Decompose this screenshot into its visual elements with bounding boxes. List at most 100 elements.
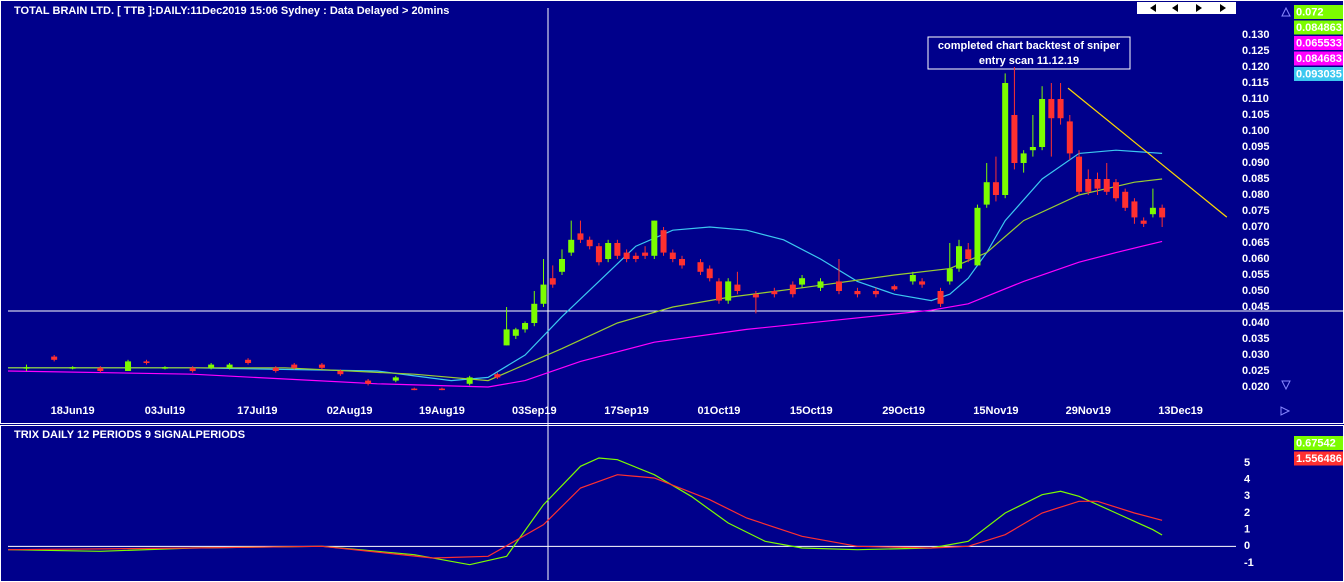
nav-buttons[interactable]: [1137, 2, 1236, 14]
y-tick-label: 0.060: [1242, 253, 1270, 265]
candle-body: [438, 388, 445, 391]
y-tick-label: 0.120: [1242, 61, 1270, 73]
y-tick-label: 0.070: [1242, 221, 1270, 233]
value-marker: 1.556486: [1296, 453, 1342, 465]
annotation: entry scan 11.12.19: [979, 55, 1079, 67]
x-tick-label: 17Jul19: [237, 405, 277, 417]
candle-body: [660, 230, 667, 253]
nav-first[interactable]: [1150, 4, 1156, 12]
candle-body: [1002, 83, 1009, 196]
annotation: completed chart backtest of sniper: [938, 40, 1121, 52]
x-tick-label: 03Jul19: [145, 405, 185, 417]
candle-body: [51, 356, 58, 360]
candle-body: [69, 367, 76, 369]
nav-prev[interactable]: [1172, 4, 1178, 12]
candle-body: [614, 242, 621, 256]
candle-body: [725, 281, 732, 301]
candle-body: [522, 322, 529, 330]
x-tick-label: 15Nov19: [973, 405, 1018, 417]
candle-body: [1085, 179, 1092, 192]
y-tick-label: 0.045: [1242, 301, 1270, 313]
y-tick-label: 0.080: [1242, 189, 1270, 201]
x-tick-label: 29Oct19: [882, 405, 925, 417]
y-tick-label: 5: [1244, 457, 1250, 469]
y-tick-label: 0.090: [1242, 157, 1270, 169]
candle-body: [494, 374, 501, 378]
y-tick-label: 0.115: [1242, 77, 1269, 89]
candle-body: [1159, 207, 1166, 218]
y-tick-label: 3: [1244, 490, 1250, 502]
trix-panel: [0, 425, 1344, 582]
line-series: [1067, 87, 1228, 218]
value-marker-bg: [1294, 51, 1343, 66]
candle-body: [143, 361, 150, 363]
y-tick-label: 0.095: [1242, 141, 1270, 153]
y-tick-label: 4: [1244, 474, 1251, 486]
candle-body: [623, 252, 630, 259]
y-tick-label: 0.130: [1242, 29, 1270, 41]
candle-body: [974, 207, 981, 266]
x-tick-label: 01Oct19: [698, 405, 741, 417]
x-tick-label: 13Dec19: [1158, 405, 1203, 417]
candle-body: [1048, 99, 1055, 119]
y-tick-label: 1: [1244, 524, 1250, 536]
value-marker: 0.084863: [1296, 22, 1342, 34]
nav-last[interactable]: [1220, 4, 1226, 12]
scroll-down[interactable]: [1281, 380, 1291, 391]
value-marker: 0.093035: [1296, 68, 1342, 80]
candle-body: [697, 262, 704, 272]
y-tick-label: 0.125: [1242, 45, 1270, 57]
y-tick-label: 0.105: [1242, 109, 1270, 121]
candle-body: [318, 364, 325, 368]
y-tick-label: 0: [1244, 540, 1250, 552]
y-tick-label: 0.110: [1242, 93, 1269, 105]
y-tick-label: 0.085: [1242, 173, 1270, 185]
y-tick-label: 0.050: [1242, 285, 1270, 297]
y-tick-label: 0.025: [1242, 365, 1270, 377]
candle-body: [789, 284, 796, 295]
y-tick-label: 0.030: [1242, 349, 1270, 361]
candle-body: [872, 290, 879, 295]
candle-body: [466, 377, 473, 384]
candle-body: [817, 281, 824, 288]
price-panel: [0, 0, 1344, 424]
nav-next[interactable]: [1196, 4, 1202, 12]
value-marker: 0.072: [1296, 6, 1324, 18]
candle-body: [558, 258, 565, 272]
line-series: [7, 240, 1163, 388]
candle-body: [272, 367, 279, 371]
candle-body: [577, 233, 584, 240]
candle-body: [595, 246, 602, 263]
candle-body: [937, 290, 944, 304]
candle-body: [1076, 156, 1083, 192]
value-marker-bg: [1294, 36, 1343, 50]
candle-body: [1011, 115, 1018, 164]
candle-body: [540, 284, 547, 304]
candle-body: [1140, 220, 1147, 224]
annotation-box: [927, 36, 1131, 70]
candle-body: [291, 364, 298, 368]
scroll-up[interactable]: [1281, 6, 1291, 17]
candle-body: [771, 290, 778, 295]
candle-body: [891, 286, 898, 290]
x-tick-label: 02Aug19: [327, 405, 373, 417]
x-tick-label: 17Sep19: [604, 405, 649, 417]
candle-body: [23, 367, 30, 369]
candle-body: [715, 281, 722, 301]
candle-body: [919, 281, 926, 285]
x-tick-label: 19Aug19: [419, 405, 465, 417]
candle-body: [1020, 153, 1027, 164]
candle-body: [835, 281, 842, 291]
candle-body: [1039, 99, 1046, 148]
value-marker-bg: [1294, 451, 1343, 466]
scroll-right[interactable]: [1280, 406, 1291, 416]
candle-body: [1122, 191, 1129, 208]
candle-body: [992, 182, 999, 196]
value-marker: 0.065533: [1296, 37, 1342, 49]
candle-body: [1066, 121, 1073, 154]
candle-body: [531, 303, 538, 323]
nav-bar[interactable]: [1137, 2, 1236, 14]
candle-body: [337, 370, 344, 375]
